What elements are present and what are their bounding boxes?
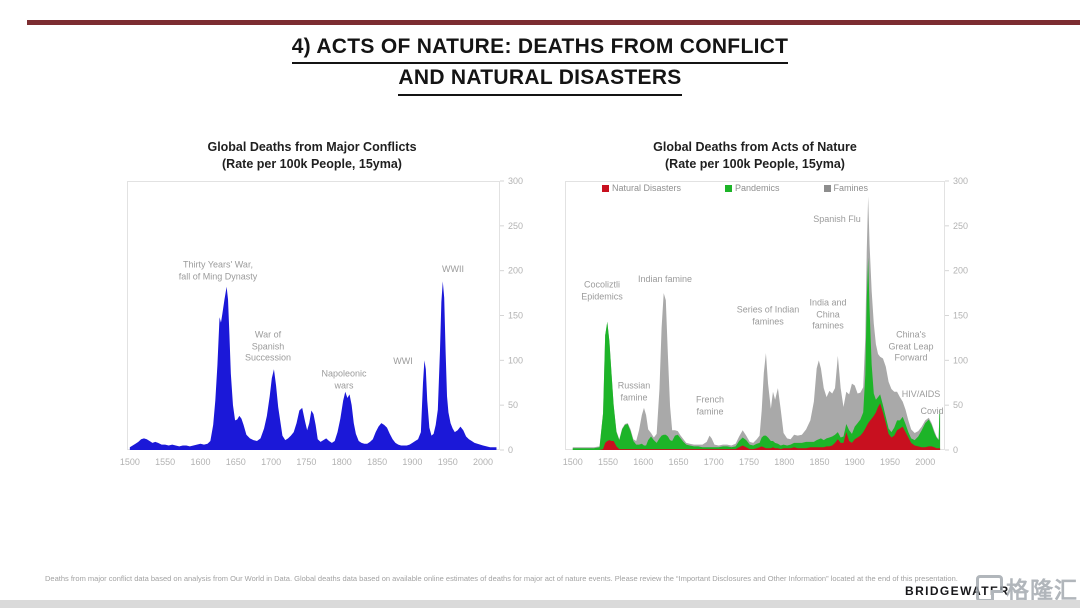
x-axis-tick-label: 1550: [598, 457, 618, 467]
chart-svg: 0 50 100 150 200 250 300 1500 1550 1600 1650 1700 17…: [563, 176, 968, 467]
legend-label: Famines: [833, 183, 869, 193]
x-axis-tick-label: 1600: [190, 457, 210, 467]
chart-legend: Natural Disasters Pandemics Famines: [565, 183, 905, 193]
x-axis-tick-label: 1750: [739, 457, 759, 467]
acts-of-nature-chart-title: Global Deaths from Acts of Nature (Rate …: [560, 139, 950, 173]
bridgewater-logo: BRIDGEWATER: [905, 584, 1010, 598]
y-axis-tick-label: 50: [508, 400, 518, 410]
x-axis-tick-label: 1650: [226, 457, 246, 467]
area-series: [572, 196, 941, 450]
x-axis-tick-label: 1550: [155, 457, 175, 467]
x-axis-tick-label: 1950: [880, 457, 900, 467]
x-axis-tick-label: 1500: [120, 457, 140, 467]
y-axis-tick-label: 0: [953, 445, 958, 455]
y-axis-tick-label: 150: [953, 311, 968, 321]
area-series: [129, 281, 497, 450]
y-axis-tick-label: 0: [508, 445, 513, 455]
y-axis-tick-label: 200: [953, 266, 968, 276]
legend-item-pandemics: Pandemics: [724, 183, 780, 193]
x-axis-tick-label: 1500: [563, 457, 583, 467]
slide-title-line2: AND NATURAL DISASTERS: [398, 64, 682, 96]
conflicts-chart-plot: 0 50 100 150 200 250 300 1500 1550 1600 1650 1700 17…: [120, 176, 523, 467]
chart-subtitle-text: (Rate per 100k People, 15yma): [665, 156, 845, 171]
x-axis-tick-label: 1800: [332, 457, 352, 467]
x-axis-tick-label: 2000: [473, 457, 493, 467]
slide-title: 4) ACTS OF NATURE: DEATHS FROM CONFLICT …: [0, 33, 1080, 96]
slide-title-line1: 4) ACTS OF NATURE: DEATHS FROM CONFLICT: [291, 33, 789, 65]
gelonghui-watermark-text: 格隆汇: [1006, 577, 1078, 603]
x-axis-tick-label: 1850: [809, 457, 829, 467]
y-axis-tick-label: 200: [508, 266, 523, 276]
chart-svg: 0 50 100 150 200 250 300 1500 1550 1600 1650 1700 17…: [120, 176, 523, 467]
x-axis-tick-label: 1650: [668, 457, 688, 467]
acts-of-nature-chart-plot: 0 50 100 150 200 250 300 1500 1550 1600 1650 1700 17…: [563, 176, 968, 467]
x-axis-tick-label: 1900: [402, 457, 422, 467]
y-axis-tick-label: 150: [508, 311, 523, 321]
legend-label: Pandemics: [734, 183, 780, 193]
famines-swatch-icon: [823, 184, 831, 192]
disclaimer-text: Deaths from major conflict data based on…: [45, 574, 958, 583]
conflicts-chart-title: Global Deaths from Major Conflicts (Rate…: [117, 139, 507, 173]
x-axis-tick-label: 1800: [774, 457, 794, 467]
legend-label: Natural Disasters: [611, 183, 681, 193]
area-series: [572, 403, 941, 450]
x-axis-tick-label: 2000: [915, 457, 935, 467]
y-axis-tick-label: 50: [953, 400, 963, 410]
x-axis-tick-label: 1700: [261, 457, 281, 467]
y-axis-tick-label: 250: [953, 221, 968, 231]
y-axis-tick-label: 300: [953, 176, 968, 186]
bottom-bar: [0, 600, 1080, 608]
gelonghui-logo-icon: [976, 574, 1003, 602]
x-axis-tick-label: 1600: [633, 457, 653, 467]
legend-item-natural-disasters: Natural Disasters: [601, 183, 681, 193]
chart-title-text: Global Deaths from Acts of Nature: [653, 140, 857, 154]
x-axis-tick-label: 1900: [845, 457, 865, 467]
y-axis-tick-label: 300: [508, 176, 523, 186]
natural-disasters-swatch-icon: [601, 184, 609, 192]
y-axis-tick-label: 250: [508, 221, 523, 231]
chart-title-text: Global Deaths from Major Conflicts: [207, 140, 417, 154]
y-axis-tick-label: 100: [508, 355, 523, 365]
top-rule: [27, 20, 1080, 25]
legend-item-famines: Famines: [823, 183, 869, 193]
x-axis-tick-label: 1750: [296, 457, 316, 467]
x-axis-tick-label: 1950: [438, 457, 458, 467]
pandemics-swatch-icon: [724, 184, 732, 192]
y-axis-tick-label: 100: [953, 355, 968, 365]
x-axis-tick-label: 1700: [704, 457, 724, 467]
x-axis-tick-label: 1850: [367, 457, 387, 467]
chart-subtitle-text: (Rate per 100k People, 15yma): [222, 156, 402, 171]
